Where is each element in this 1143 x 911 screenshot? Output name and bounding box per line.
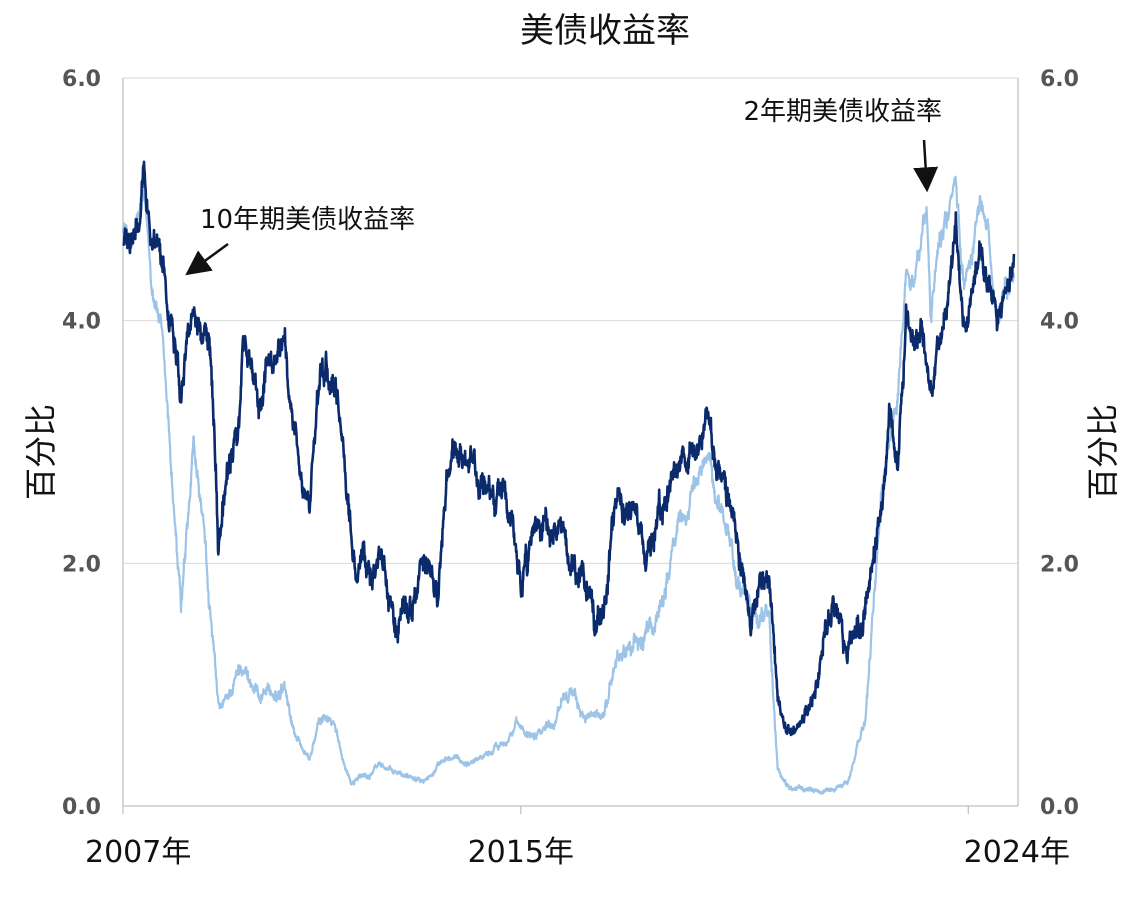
left-y-tick-labels: 0.0 2.0 4.0 6.0 <box>62 67 101 820</box>
y-tick-label-left: 4.0 <box>62 310 101 335</box>
annotations: 10年期美债收益率 2年期美债收益率 <box>185 97 942 276</box>
y-tick-label-left: 0.0 <box>62 795 101 820</box>
x-tick-label: 2015年 <box>468 835 574 870</box>
x-tick-label: 2007年 <box>85 835 191 870</box>
y-tick-label-right: 2.0 <box>1040 552 1079 577</box>
y-tick-label-right: 6.0 <box>1040 67 1079 92</box>
y-tick-label-right: 4.0 <box>1040 310 1079 335</box>
series-line <box>121 175 1015 795</box>
y-tick-label-left: 2.0 <box>62 552 101 577</box>
series-lines <box>121 160 1016 795</box>
annotation-label: 2年期美债收益率 <box>743 97 942 127</box>
annotation-arrow <box>913 139 939 193</box>
annotation-label: 10年期美债收益率 <box>200 205 415 235</box>
y-tick-label-left: 6.0 <box>62 67 101 92</box>
y-tick-label-right: 0.0 <box>1040 795 1079 820</box>
x-tick-label: 2024年 <box>964 835 1070 870</box>
series-line <box>122 160 1016 737</box>
chart-title: 美债收益率 <box>520 11 690 51</box>
right-y-axis-title: 百分比 <box>1084 404 1122 500</box>
right-y-tick-labels: 0.0 2.0 4.0 6.0 <box>1040 67 1079 820</box>
left-y-axis-title: 百分比 <box>22 404 60 500</box>
x-tick-labels: 2007年 2015年 2024年 <box>85 806 1070 870</box>
annotation-arrow <box>185 242 229 276</box>
